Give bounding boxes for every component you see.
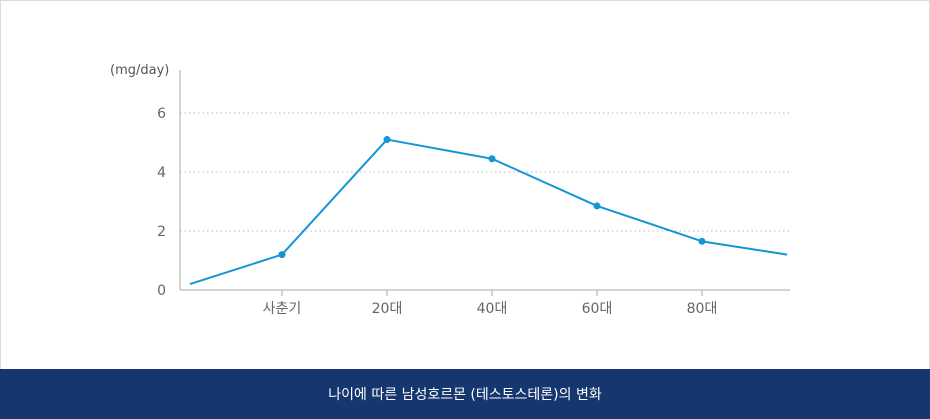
x-tick-label-0: 사춘기 — [263, 301, 302, 317]
y-tick-label-2: 2 — [157, 224, 166, 240]
x-tick-label-1: 20대 — [372, 301, 403, 317]
data-point-0 — [278, 251, 286, 259]
data-point-3 — [593, 202, 601, 210]
x-tick-label-4: 80대 — [687, 301, 718, 317]
y-tick-label-6: 6 — [157, 106, 166, 122]
caption-bar: 나이에 따른 남성호르몬 (테스토스테론)의 변화 — [0, 369, 930, 419]
x-tick-label-3: 60대 — [582, 301, 613, 317]
data-point-4 — [698, 237, 706, 245]
chart-caption: 나이에 따른 남성호르몬 (테스토스테론)의 변화 — [328, 387, 602, 403]
series-line — [189, 138, 788, 286]
x-tick-label-2: 40대 — [477, 301, 508, 317]
data-point-1 — [383, 136, 391, 144]
y-axis-unit-label: (mg/day) — [110, 63, 170, 78]
y-tick-label-4: 4 — [157, 165, 166, 181]
y-tick-label-0: 0 — [157, 283, 166, 299]
line-chart: 0 2 4 6 사춘기 20대 40대 60대 80대 — [157, 70, 790, 317]
data-point-2 — [488, 155, 496, 163]
